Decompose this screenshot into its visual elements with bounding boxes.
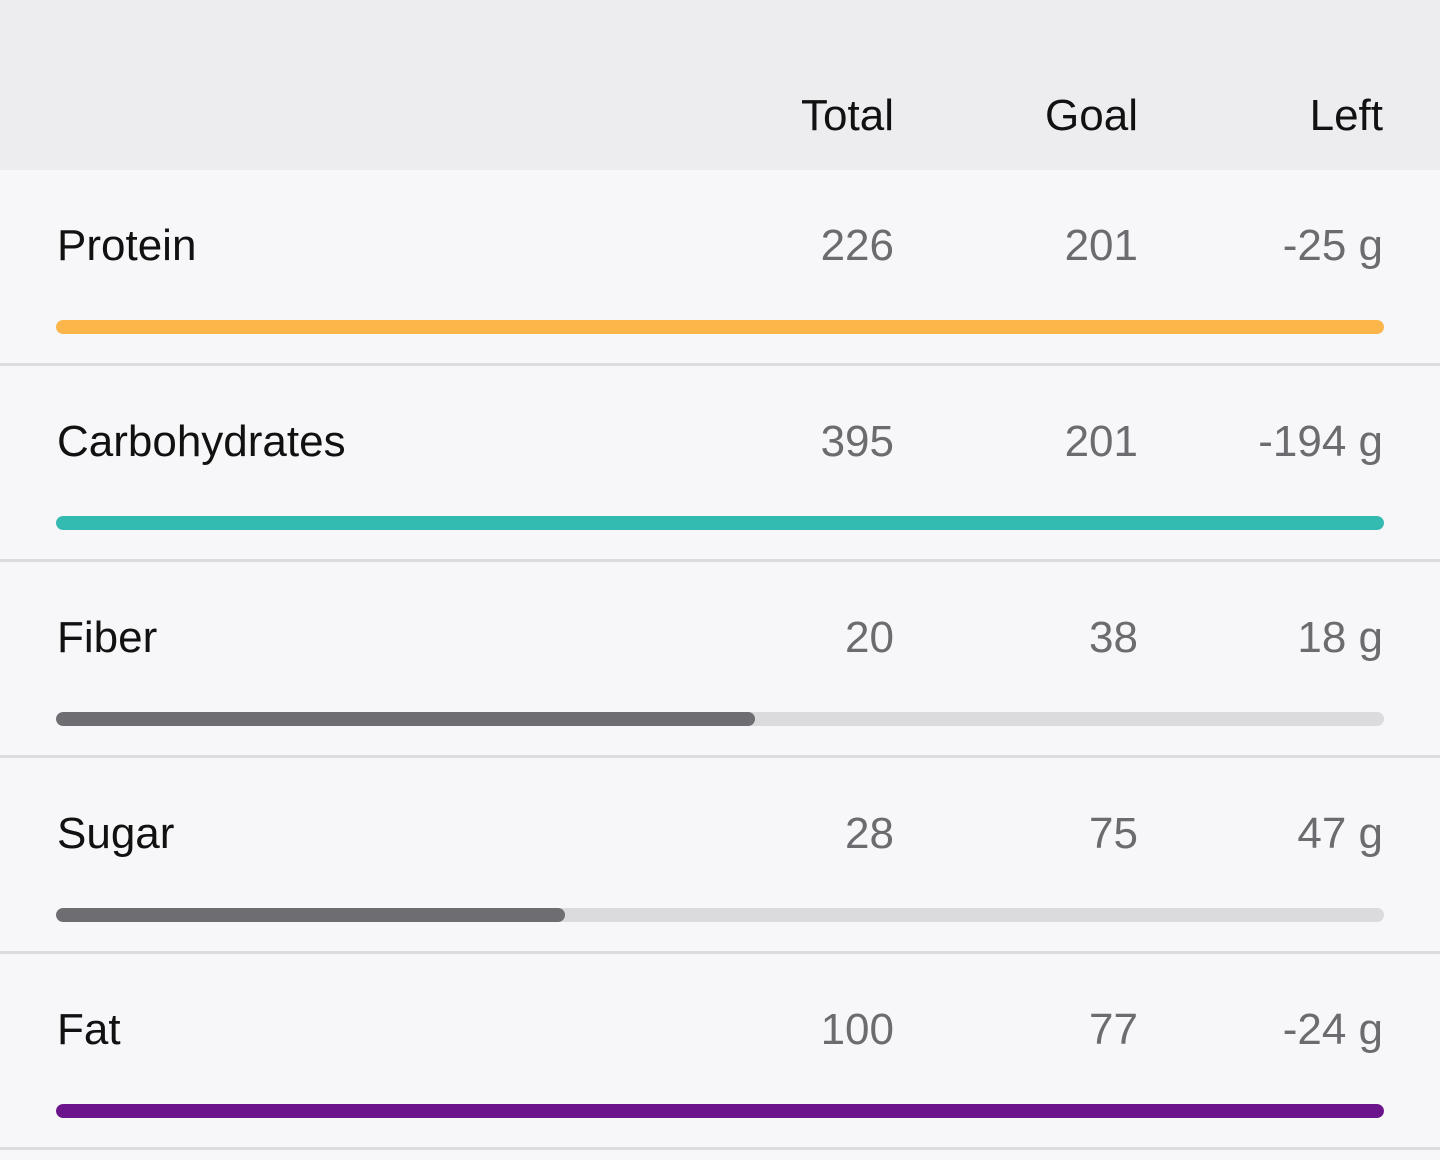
nutrient-name: Carbohydrates: [57, 417, 346, 466]
nutrient-goal: 77: [1089, 1005, 1138, 1054]
nutrient-left: 47 g: [1297, 809, 1383, 858]
progress-fill: [56, 320, 1384, 334]
nutrient-goal: 75: [1089, 809, 1138, 858]
nutrient-left: -25 g: [1282, 221, 1383, 270]
nutrient-name: Sugar: [57, 809, 175, 858]
progress-bar: [56, 320, 1384, 334]
progress-fill: [56, 712, 755, 726]
nutrient-left: -194 g: [1258, 417, 1383, 466]
column-header-total: Total: [801, 91, 894, 140]
nutrient-total: 100: [820, 1005, 894, 1054]
nutrient-left: 18 g: [1297, 613, 1383, 662]
nutrient-total: 20: [845, 613, 894, 662]
nutrient-name: Fiber: [57, 613, 158, 662]
nutrient-goal: 201: [1064, 221, 1138, 270]
nutrient-row-sugar[interactable]: Sugar 28 75 47 g: [0, 758, 1440, 954]
nutrient-goal: 38: [1089, 613, 1138, 662]
nutrient-name: Protein: [57, 221, 197, 270]
progress-fill: [56, 908, 565, 922]
nutrient-total: 28: [845, 809, 894, 858]
progress-fill: [56, 1104, 1384, 1118]
table-header: Total Goal Left: [0, 0, 1440, 170]
nutrient-row-fat[interactable]: Fat 100 77 -24 g: [0, 954, 1440, 1150]
progress-bar: [56, 516, 1384, 530]
nutrient-name: Fat: [57, 1005, 121, 1054]
nutrient-goal: 201: [1064, 417, 1138, 466]
column-header-goal: Goal: [1045, 91, 1138, 140]
column-header-left: Left: [1309, 91, 1383, 140]
nutrient-row-carbohydrates[interactable]: Carbohydrates 395 201 -194 g: [0, 366, 1440, 562]
progress-bar: [56, 712, 1384, 726]
nutrient-total: 395: [820, 417, 894, 466]
progress-bar: [56, 908, 1384, 922]
nutrient-row-protein[interactable]: Protein 226 201 -25 g: [0, 170, 1440, 366]
nutrient-total: 226: [820, 221, 894, 270]
nutrient-row-fiber[interactable]: Fiber 20 38 18 g: [0, 562, 1440, 758]
progress-fill: [56, 516, 1384, 530]
progress-bar: [56, 1104, 1384, 1118]
nutrient-left: -24 g: [1282, 1005, 1383, 1054]
